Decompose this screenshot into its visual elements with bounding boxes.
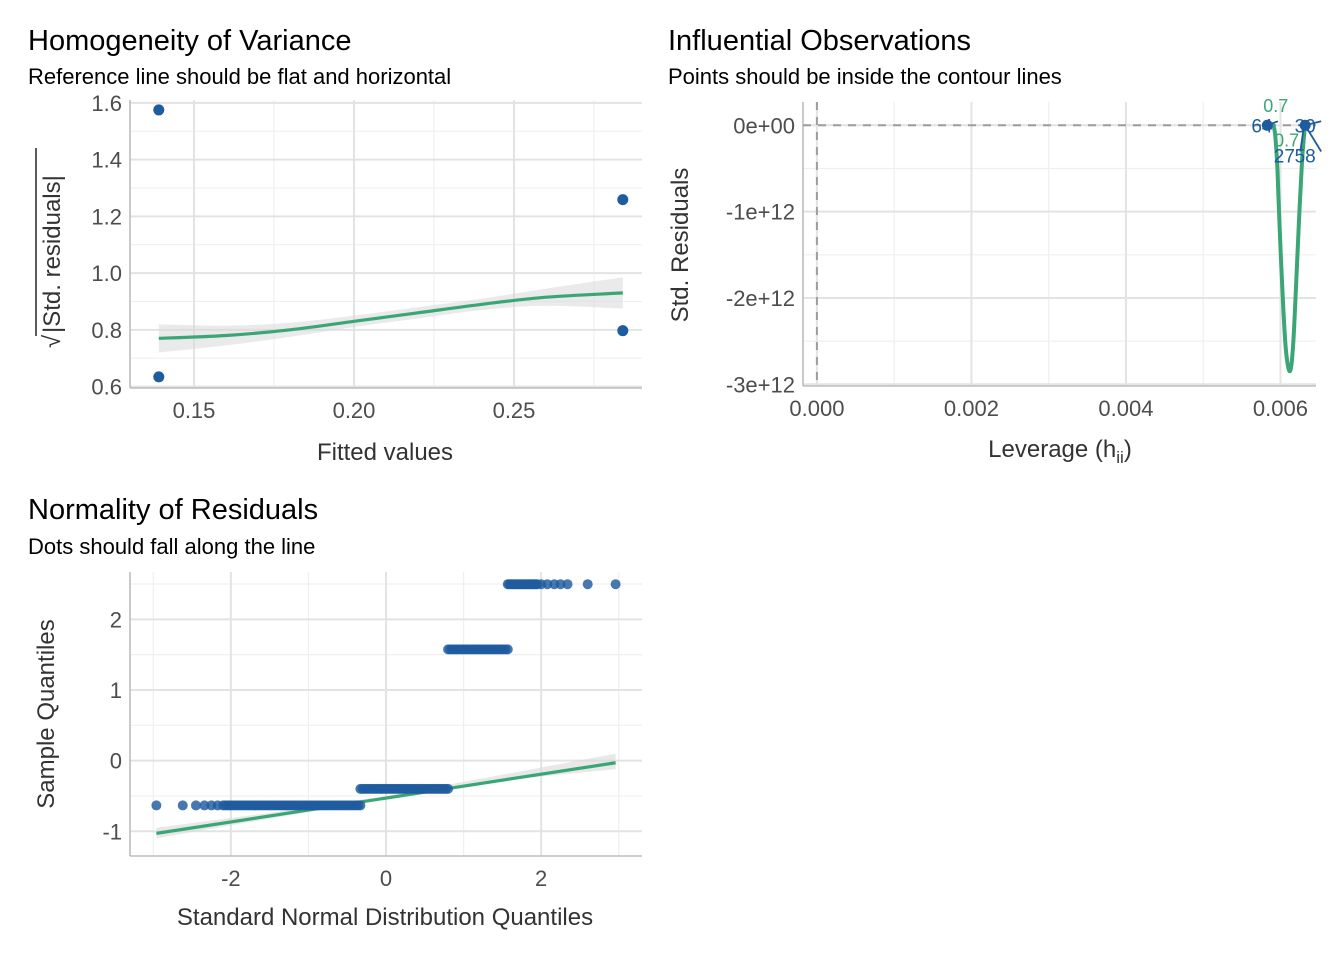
y-tick-label: 1.2 (91, 204, 122, 229)
panel-subtitle-normality: Dots should fall along the line (28, 534, 315, 559)
loess-smooth-line (158, 291, 623, 340)
point-id-label: 27 (1274, 147, 1295, 168)
y-tick-label: 1.6 (91, 91, 122, 116)
x-axis-label-close: ) (1124, 436, 1132, 463)
panel-influential: Influential Observations Points should b… (667, 25, 1322, 467)
qq-point (532, 579, 543, 590)
x-tick-label: 0.15 (173, 398, 216, 423)
x-tick-label: -2 (221, 866, 241, 891)
x-tick-label: 0.20 (333, 398, 376, 423)
panel-subtitle-influential: Points should be inside the contour line… (668, 64, 1062, 89)
x-axis-label-influential: Leverage (hii) (988, 436, 1132, 467)
panel-title-normality: Normality of Residuals (28, 494, 318, 526)
x-tick-label: 0.002 (944, 396, 999, 421)
plot-area-normality: -2 0 2 -1 0 1 2 (102, 572, 642, 891)
qq-point (562, 579, 573, 590)
y-tick-label: 1.4 (91, 148, 122, 173)
x-tick-label: 2 (535, 866, 547, 891)
y-axis-label-text: |Std. residuals| (39, 175, 66, 333)
data-point (617, 194, 629, 206)
x-axis-label-homogeneity: Fitted values (317, 439, 453, 466)
x-axis-label-subscript: ii (1116, 448, 1124, 467)
x-axis-label-normality: Standard Normal Distribution Quantiles (177, 904, 593, 931)
y-tick-label: 0.6 (91, 375, 122, 400)
x-tick-label: 0.004 (1098, 396, 1153, 421)
qq-point (199, 800, 210, 811)
plot-area-influential: 0.000 0.002 0.004 0.006 0e+00 -1e+12 -2e+12 -3e… (726, 96, 1322, 421)
y-axis-label-homogeneity: √ |Std. residuals| (35, 148, 66, 348)
panel-title-influential: Influential Observations (668, 25, 971, 57)
y-axis-label-normality: Sample Quantiles (33, 619, 60, 808)
qq-point (542, 579, 553, 590)
qq-point (190, 800, 201, 811)
data-point (1299, 119, 1311, 131)
point-id-label: 30 (1295, 116, 1316, 137)
qq-point (355, 800, 366, 811)
y-axis-label-influential: Std. Residuals (667, 168, 694, 323)
data-point (153, 371, 165, 383)
contour-label: 0.7 (1263, 96, 1288, 116)
panel-normality: Normality of Residuals Dots should fall … (28, 494, 642, 931)
label-leader-line (1299, 127, 1305, 152)
data-point (153, 104, 165, 116)
x-tick-label: 0 (380, 866, 392, 891)
contour-label: 0.7 (1274, 131, 1299, 151)
y-axis-label-radical: √ (39, 334, 66, 348)
y-tick-label: -1e+12 (726, 200, 795, 225)
point-id-label: 64 (1251, 116, 1273, 137)
data-point (1261, 119, 1273, 131)
data-point (617, 325, 629, 337)
x-tick-label: 0.25 (493, 398, 536, 423)
y-tick-label: -3e+12 (726, 372, 795, 397)
qq-point (151, 800, 162, 811)
x-axis-label-main: Leverage (h (988, 436, 1116, 463)
qq-point (177, 800, 188, 811)
qq-point (582, 579, 593, 590)
x-tick-label: 0.000 (789, 396, 844, 421)
y-tick-label: 0 (110, 749, 122, 774)
y-tick-label: 0e+00 (733, 113, 795, 138)
qq-point (502, 644, 513, 655)
panel-title-homogeneity: Homogeneity of Variance (28, 25, 351, 57)
point-id-label: 58 (1295, 147, 1316, 168)
y-tick-label: -1 (102, 819, 122, 844)
qq-point (555, 579, 566, 590)
plot-area-homogeneity: 0.15 0.20 0.25 0.6 0.8 1.0 1.2 1.4 1.6 (91, 91, 642, 423)
y-tick-label: 0.8 (91, 318, 122, 343)
panel-homogeneity: Homogeneity of Variance Reference line s… (28, 25, 642, 466)
y-tick-label: 1.0 (91, 261, 122, 286)
panel-subtitle-homogeneity: Reference line should be flat and horizo… (28, 64, 451, 89)
y-tick-label: -2e+12 (726, 286, 795, 311)
x-tick-label: 0.006 (1253, 396, 1308, 421)
qq-point (610, 579, 621, 590)
qq-point (443, 783, 454, 794)
y-tick-label: 2 (110, 607, 122, 632)
qq-reference-line (156, 761, 616, 835)
cooks-distance-contour (1270, 123, 1308, 374)
y-tick-label: 1 (110, 678, 122, 703)
